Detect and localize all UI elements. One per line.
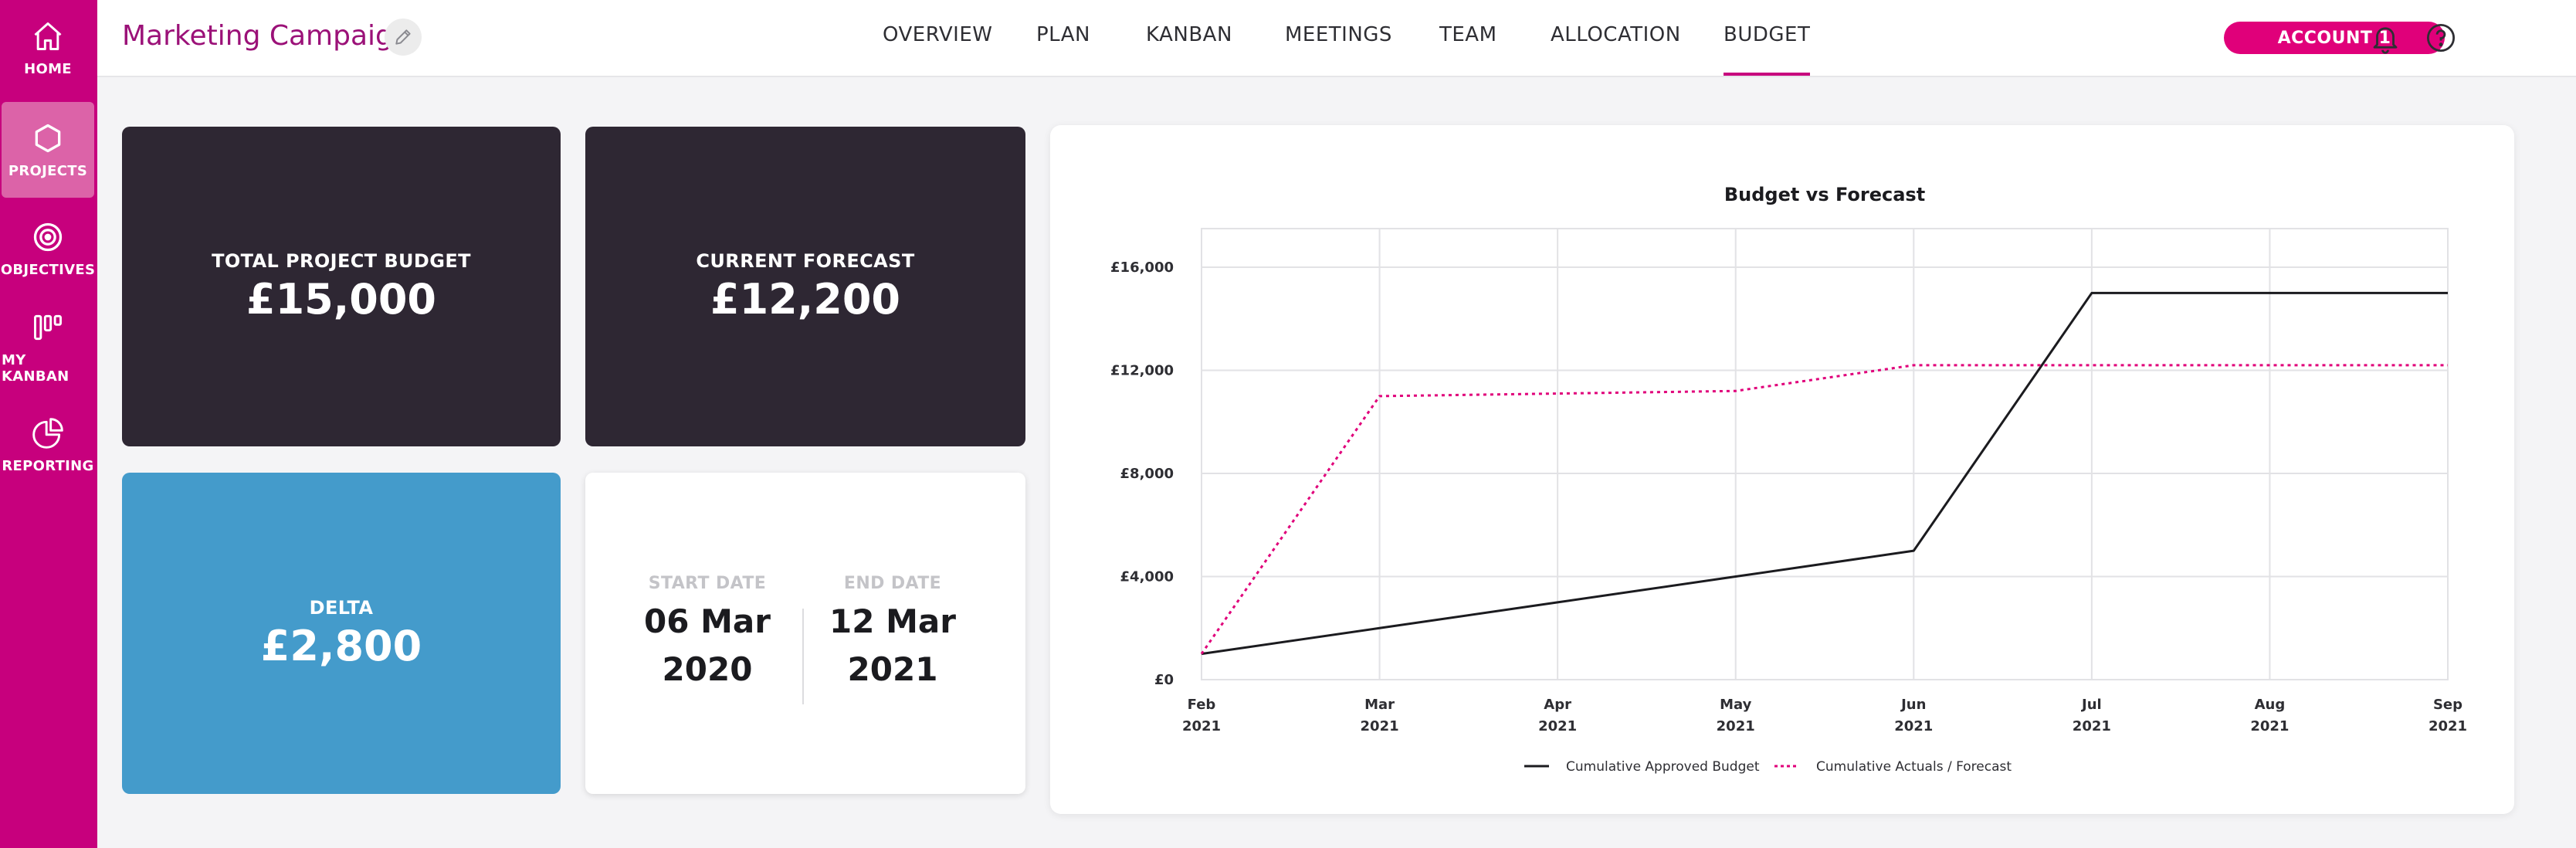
start-date-label: START DATE bbox=[648, 573, 767, 593]
kanban-icon bbox=[34, 314, 62, 341]
sidebar-item-projects[interactable]: PROJECTS bbox=[2, 102, 94, 198]
sidebar: HOME PROJECTS OBJECTIVES MY KANBAN REPOR… bbox=[0, 0, 97, 848]
edit-title-button[interactable] bbox=[385, 19, 422, 56]
budget-vs-forecast-chart: Feb 2021 Mar 2021 Apr 2021 May 2021 Jun 2021 Jul 20… bbox=[1110, 184, 2467, 775]
start-date: START DATE 06 Mar 2020 bbox=[632, 473, 783, 794]
delta-card: DELTA £2,800 bbox=[122, 473, 561, 794]
tab-budget[interactable]: BUDGET bbox=[1724, 23, 1811, 76]
pencil-icon bbox=[395, 29, 411, 45]
series-line-approved-budget bbox=[1201, 291, 2448, 656]
hexagon-icon bbox=[35, 124, 61, 152]
tab-plan[interactable]: PLAN bbox=[1036, 23, 1090, 46]
sidebar-item-home[interactable]: HOME bbox=[2, 0, 94, 96]
sidebar-item-label: MY KANBAN bbox=[2, 352, 69, 385]
y-tick-label: £0 bbox=[1154, 672, 1174, 688]
sidebar-item-reporting[interactable]: REPORTING bbox=[2, 397, 94, 493]
end-date: END DATE 12 Mar 2021 bbox=[817, 473, 968, 794]
x-tick-label: 2021 bbox=[1894, 718, 1933, 734]
sidebar-item-my-kanban[interactable]: MY KANBAN bbox=[2, 300, 94, 395]
delta-value: £2,800 bbox=[260, 621, 422, 670]
sidebar-item-objectives[interactable]: OBJECTIVES bbox=[0, 201, 96, 297]
start-date-value: 06 Mar 2020 bbox=[644, 602, 771, 688]
sidebar-item-label: REPORTING bbox=[2, 457, 94, 474]
current-forecast-label: CURRENT FORECAST bbox=[696, 249, 915, 272]
plot-frame bbox=[1201, 228, 2449, 680]
y-tick-label: £8,000 bbox=[1120, 466, 1174, 482]
sidebar-item-label: HOME bbox=[24, 60, 72, 77]
total-budget-card: TOTAL PROJECT BUDGET £15,000 bbox=[122, 127, 561, 446]
total-budget-label: TOTAL PROJECT BUDGET bbox=[212, 249, 471, 272]
tab-team[interactable]: TEAM bbox=[1439, 23, 1497, 46]
x-tick-label: 2021 bbox=[1538, 718, 1577, 734]
end-date-value: 12 Mar 2021 bbox=[829, 602, 956, 688]
tab-kanban[interactable]: KANBAN bbox=[1146, 23, 1232, 46]
x-tick-label: 2021 bbox=[2429, 718, 2467, 734]
project-title: Marketing Campaign bbox=[122, 20, 411, 52]
chart-title: Budget vs Forecast bbox=[1724, 184, 1925, 205]
account-badge[interactable]: ACCOUNT 1 bbox=[2224, 22, 2445, 54]
budget-chart-panel: Feb 2021 Mar 2021 Apr 2021 May 2021 Jun 2021 Jul 20… bbox=[1050, 125, 2514, 814]
total-budget-value: £15,000 bbox=[246, 274, 436, 324]
delta-label: DELTA bbox=[309, 596, 374, 619]
bell-icon[interactable] bbox=[2369, 22, 2401, 54]
x-tick-label: Jul bbox=[2080, 697, 2102, 713]
x-tick-label: Apr bbox=[1544, 697, 1571, 713]
date-divider bbox=[802, 609, 804, 704]
tab-overview[interactable]: OVERVIEW bbox=[883, 23, 993, 46]
current-forecast-card: CURRENT FORECAST £12,200 bbox=[585, 127, 1025, 446]
x-tick-label: Aug bbox=[2255, 697, 2286, 713]
sidebar-item-label: PROJECTS bbox=[8, 162, 88, 179]
sidebar-item-label: OBJECTIVES bbox=[0, 261, 96, 278]
legend-label: Cumulative Approved Budget bbox=[1566, 759, 1760, 775]
target-icon bbox=[33, 222, 63, 251]
legend-label: Cumulative Actuals / Forecast bbox=[1816, 759, 2012, 775]
x-tick-label: Mar bbox=[1364, 697, 1395, 713]
x-tick-label: 2021 bbox=[2073, 718, 2111, 734]
tab-allocation[interactable]: ALLOCATION bbox=[1551, 23, 1681, 46]
series-line-actuals-forecast bbox=[1200, 364, 2448, 655]
x-tick-label: Feb bbox=[1188, 697, 1216, 713]
y-tick-label: £12,000 bbox=[1110, 363, 1174, 379]
x-tick-label: 2021 bbox=[1182, 718, 1221, 734]
x-tick-label: Jun bbox=[1900, 697, 1926, 713]
dates-card: START DATE 06 Mar 2020 END DATE 12 Mar 2… bbox=[585, 473, 1025, 794]
current-forecast-value: £12,200 bbox=[710, 274, 900, 324]
x-tick-label: May bbox=[1720, 697, 1752, 713]
help-icon[interactable] bbox=[2425, 22, 2457, 54]
x-tick-label: 2021 bbox=[1361, 718, 1399, 734]
end-date-label: END DATE bbox=[843, 573, 942, 593]
x-tick-label: 2021 bbox=[1717, 718, 1755, 734]
x-tick-label: 2021 bbox=[2250, 718, 2289, 734]
y-tick-label: £4,000 bbox=[1120, 569, 1174, 585]
x-tick-label: Sep bbox=[2433, 697, 2462, 713]
home-icon bbox=[34, 22, 62, 50]
pie-chart-icon bbox=[32, 417, 63, 449]
top-header: Marketing Campaign OVERVIEW PLAN KANBAN … bbox=[97, 0, 2576, 77]
y-tick-label: £16,000 bbox=[1110, 259, 1174, 276]
tab-meetings[interactable]: MEETINGS bbox=[1285, 23, 1392, 46]
